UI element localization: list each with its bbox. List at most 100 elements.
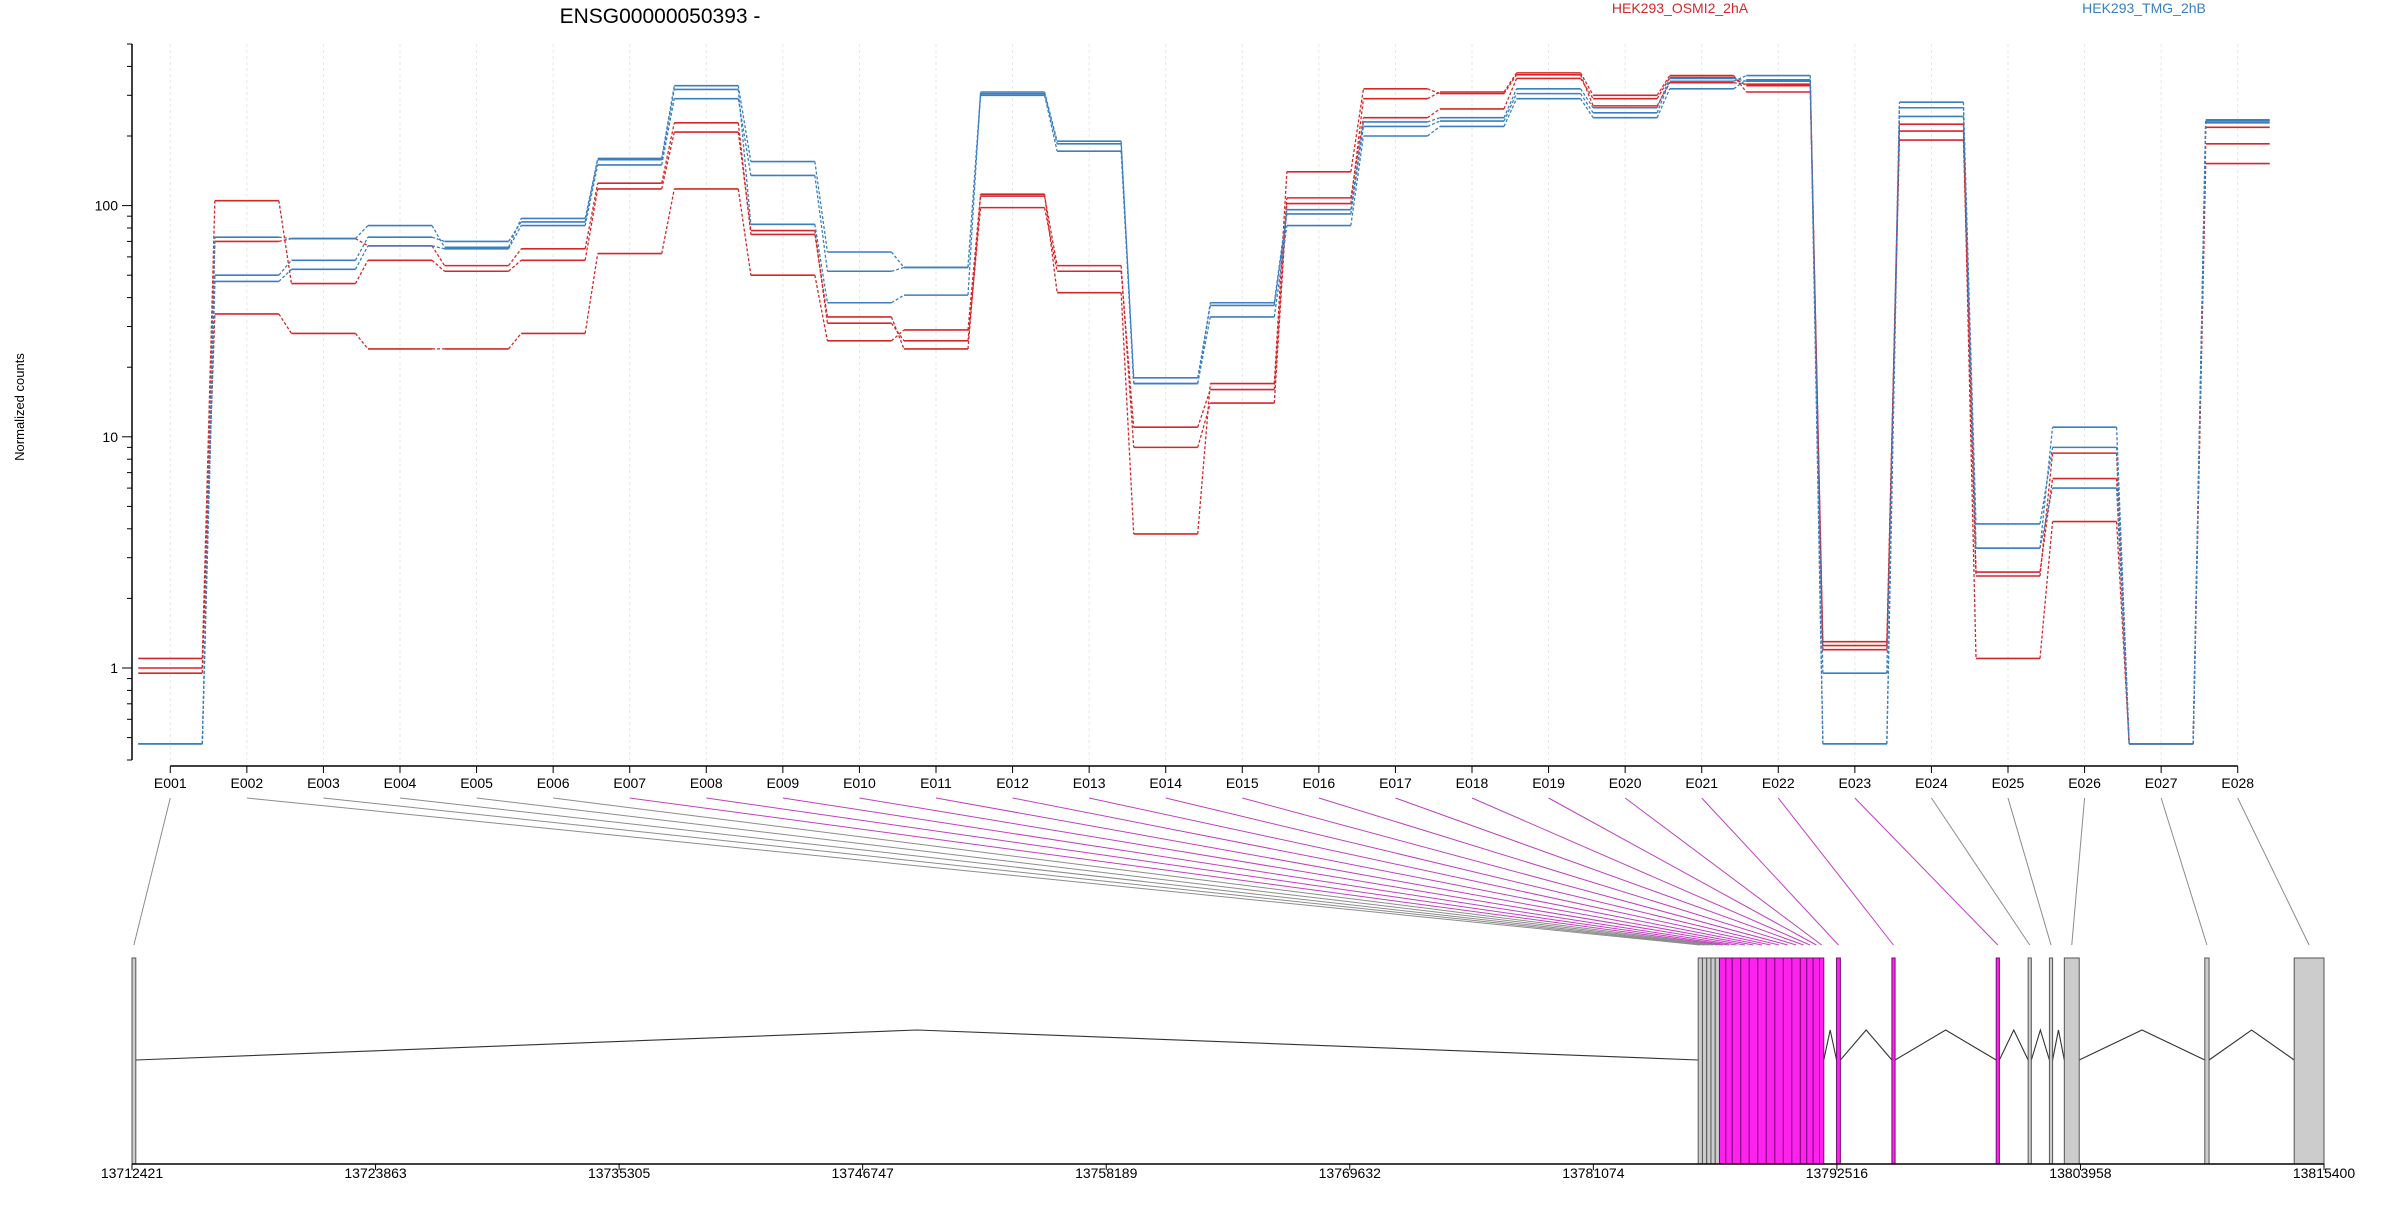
genomic-tick-label: 13712421 <box>101 1165 164 1181</box>
exon-e019 <box>1812 957 1821 1165</box>
exon-e015 <box>1782 957 1793 1165</box>
data-connector <box>1962 124 1977 659</box>
data-connector <box>737 188 752 276</box>
data-connector <box>278 237 292 243</box>
exon-connector <box>782 797 1737 946</box>
data-connector <box>2039 427 2054 549</box>
data-connector <box>1427 120 1441 128</box>
exon-e025 <box>2048 957 2054 1165</box>
data-connector <box>354 333 369 350</box>
data-connector <box>661 188 675 254</box>
data-connector <box>1427 117 1441 123</box>
data-connector <box>1733 75 1747 82</box>
x-tick-label: E010 <box>843 775 876 791</box>
exon-connector <box>1701 797 1839 946</box>
data-connector <box>737 85 752 162</box>
x-tick-label: E008 <box>690 775 723 791</box>
genomic-tick-label: 13815400 <box>2293 1165 2356 1181</box>
exon-e005 <box>1710 957 1716 1165</box>
exon-connector <box>1931 797 2031 946</box>
data-connector <box>278 236 292 240</box>
exon-connector <box>2071 797 2086 946</box>
y-tick-label: 10 <box>102 429 118 445</box>
exon-e014 <box>1774 957 1784 1165</box>
data-connector <box>814 161 829 253</box>
data-connector <box>891 294 905 304</box>
x-tick-label: E027 <box>2145 775 2178 791</box>
data-connector <box>584 183 599 249</box>
x-tick-label: E025 <box>1992 775 2025 791</box>
exon-connector <box>1548 797 1817 946</box>
x-tick-label: E011 <box>920 775 952 791</box>
exon-connector <box>1165 797 1780 946</box>
x-tick-label: E001 <box>154 775 187 791</box>
data-connector <box>1273 225 1288 318</box>
exon-connector <box>246 797 1701 946</box>
data-connector <box>1043 95 1058 152</box>
data-connector <box>1197 389 1211 428</box>
data-connector <box>584 164 599 226</box>
exon-e009 <box>1731 957 1742 1165</box>
x-tick-label: E015 <box>1226 775 1259 791</box>
exon-e006 <box>1714 957 1720 1165</box>
intron <box>1839 1029 1893 1061</box>
series-5 <box>138 74 2270 745</box>
data-connector <box>967 194 982 330</box>
data-connector <box>2039 487 2054 549</box>
exon-connector <box>629 797 1723 946</box>
exon-e021 <box>1836 957 1841 1165</box>
exon-connector <box>133 797 171 946</box>
exon-connector <box>1395 797 1804 946</box>
exon-e026 <box>2063 957 2080 1165</box>
exon-e023 <box>1995 957 2000 1165</box>
exon-e020 <box>1819 957 1825 1165</box>
exon-connector <box>1089 797 1771 946</box>
x-tick-label: E022 <box>1762 775 1795 791</box>
x-tick-label: E003 <box>307 775 340 791</box>
data-connector <box>354 236 369 261</box>
exon-connector <box>1012 797 1763 946</box>
data-connector <box>278 313 292 334</box>
intron <box>2208 1029 2295 1061</box>
data-connector <box>814 234 829 318</box>
x-tick-label: E007 <box>613 775 646 791</box>
data-connector <box>2039 478 2054 573</box>
data-connector <box>2039 453 2054 577</box>
data-connector <box>1120 292 1135 534</box>
intron <box>2030 1028 2050 1061</box>
x-tick-label: E019 <box>1532 775 1565 791</box>
exon-connector <box>1242 797 1788 946</box>
data-connector <box>508 248 522 267</box>
data-connector <box>1120 265 1135 448</box>
data-connector <box>661 89 675 160</box>
data-connector <box>584 188 599 261</box>
genomic-tick-label: 13781074 <box>1562 1165 1625 1181</box>
x-tick-label: E020 <box>1609 775 1642 791</box>
exon-e002 <box>1697 957 1703 1165</box>
data-connector <box>1656 77 1671 100</box>
data-connector <box>1043 91 1058 142</box>
data-connector <box>890 251 905 268</box>
data-connector <box>1579 74 1594 107</box>
x-tick-label: E014 <box>1149 775 1182 791</box>
data-connector <box>2192 121 2207 744</box>
data-connector <box>354 259 369 284</box>
exon-e011 <box>1748 957 1759 1165</box>
genomic-tick-label: 13803958 <box>2049 1165 2112 1181</box>
x-tick-label: E006 <box>537 775 570 791</box>
data-connector <box>1503 74 1518 94</box>
intron <box>135 1029 1699 1061</box>
chart-title: ENSG00000050393 - <box>560 5 761 28</box>
data-connector <box>1580 78 1594 100</box>
x-tick-label: E005 <box>460 775 493 791</box>
data-connector <box>508 333 522 350</box>
series-3 <box>138 73 2270 745</box>
x-tick-label: E021 <box>1685 775 1718 791</box>
exon-connector <box>935 797 1754 946</box>
data-connector <box>890 316 905 350</box>
data-connector <box>1962 116 1977 549</box>
exon-e013 <box>1765 957 1776 1165</box>
y-axis-label: Normalized counts <box>12 353 27 461</box>
data-connector <box>1503 93 1518 122</box>
